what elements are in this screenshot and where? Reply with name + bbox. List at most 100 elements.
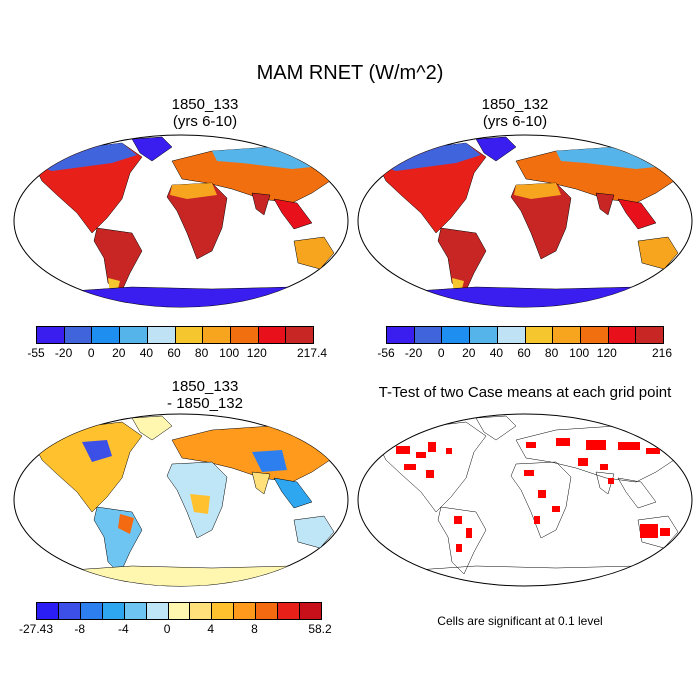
colorbar-tick-label: 40 — [489, 346, 504, 360]
colorbar-box — [387, 327, 415, 343]
colorbar-tick-label: -4 — [118, 622, 129, 636]
antarctica — [21, 286, 343, 307]
colorbar-box — [442, 327, 471, 343]
colorbar-tick-label: 4 — [207, 622, 215, 636]
colorbar-box — [120, 327, 148, 343]
colorbar-box — [37, 327, 65, 343]
colorbar-box — [286, 327, 314, 343]
colorbar-tick-label: -20 — [404, 346, 423, 360]
colorbar-box — [212, 603, 235, 619]
panel-4-title-line1: T-Test of two Case means at each grid po… — [378, 384, 672, 401]
colorbar-3 — [36, 602, 322, 620]
colorbar-box — [608, 327, 637, 343]
colorbar-box — [230, 327, 259, 343]
colorbar-box — [64, 327, 93, 343]
colorbar-tick-label: -55 — [27, 346, 45, 360]
colorbar-tick-label: -27.43 — [18, 622, 54, 636]
colorbar-tick-label: 100 — [569, 346, 590, 360]
na-blue-patch — [82, 440, 112, 462]
colorbar-tick-label: 0 — [163, 622, 171, 636]
colorbar-tick-label: 60 — [517, 346, 531, 360]
colorbar-box — [147, 327, 176, 343]
africa — [510, 182, 572, 260]
colorbar-box — [580, 327, 609, 343]
north-america-outline — [377, 421, 487, 513]
colorbar-tick-label: 40 — [139, 346, 154, 360]
india — [595, 192, 615, 216]
greenland-outline — [475, 415, 517, 441]
antarctica — [21, 565, 343, 586]
significance-note: Cells are significant at 0.1 level — [437, 614, 603, 628]
colorbar-box — [525, 327, 554, 343]
colorbar-box — [80, 603, 103, 619]
se-asia — [273, 198, 313, 230]
colorbar-tick-label: 58.2 — [308, 622, 332, 636]
sa-red-patch — [118, 514, 134, 534]
greenland — [131, 415, 173, 441]
significant-cells — [396, 438, 670, 552]
australia — [637, 236, 679, 270]
se-asia — [273, 477, 313, 509]
panel-3-title: 1850_133 - 1850_132 — [60, 378, 350, 412]
eurasia-outline — [515, 425, 687, 483]
se-asia — [617, 198, 657, 230]
colorbar-2-ticks: -56 -20 0 20 40 60 80 100 120 216 — [377, 346, 672, 360]
colorbar-1-ticks: -55 -20 0 20 40 60 80 100 120 217.4 — [27, 346, 327, 360]
sahara — [514, 183, 561, 199]
panel-1-title-line1: 1850_133 — [171, 96, 239, 113]
north-america — [33, 421, 143, 513]
se-asia-outline — [617, 477, 657, 509]
colorbar-box — [414, 327, 443, 343]
india — [251, 471, 271, 495]
sahara — [170, 183, 217, 199]
india — [251, 192, 271, 216]
map-panel-1 — [13, 134, 349, 308]
colorbar-box — [258, 327, 287, 343]
colorbar-tick-label: 20 — [112, 346, 126, 360]
colorbar-tick-label: 120 — [596, 346, 617, 360]
colorbar-box — [553, 327, 581, 343]
panel-2-title-line2: (yrs 6-10) — [482, 113, 548, 130]
colorbar-tick-label: 8 — [251, 622, 258, 636]
colorbar-2 — [386, 326, 664, 344]
arctic-na — [34, 143, 137, 171]
africa-outline — [510, 461, 572, 539]
colorbar-tick-label: 80 — [194, 346, 209, 360]
colorbar-box — [168, 603, 191, 619]
colorbar-tick-label: 0 — [87, 346, 95, 360]
eurasia-blue-patch — [252, 450, 287, 472]
colorbar-box — [175, 327, 204, 343]
colorbar-tick-label: 217.4 — [296, 346, 328, 360]
greenland — [475, 136, 517, 162]
colorbar-tick-label: 80 — [544, 346, 559, 360]
panel-4-title: T-Test of two Case means at each grid po… — [355, 384, 695, 401]
panel-2-title: 1850_132 (yrs 6-10) — [350, 96, 680, 130]
colorbar-box — [92, 327, 121, 343]
colorbar-box — [203, 327, 231, 343]
colorbar-tick-label: 120 — [246, 346, 267, 360]
map-panel-2 — [357, 134, 693, 308]
india-outline — [595, 471, 615, 495]
south-america-outline — [437, 506, 487, 575]
colorbar-box — [278, 603, 301, 619]
colorbar-box — [234, 603, 257, 619]
colorbar-box — [124, 603, 147, 619]
map-panel-3 — [13, 413, 349, 587]
australia — [293, 515, 335, 549]
map-panel-4 — [357, 413, 693, 587]
colorbar-tick-label: -56 — [377, 346, 395, 360]
colorbar-box — [37, 603, 59, 619]
colorbar-tick-label: 0 — [437, 346, 445, 360]
colorbar-box — [256, 603, 279, 619]
colorbar-box — [146, 603, 169, 619]
colorbar-box — [300, 603, 321, 619]
colorbar-box — [102, 603, 125, 619]
colorbar-box — [636, 327, 664, 343]
panel-3-title-line1: 1850_133 — [171, 378, 239, 395]
colorbar-box — [497, 327, 526, 343]
colorbar-tick-label: 100 — [219, 346, 240, 360]
colorbar-tick-label: 60 — [167, 346, 181, 360]
colorbar-tick-label: -8 — [74, 622, 86, 636]
greenland — [131, 136, 173, 162]
arctic-na — [378, 143, 481, 171]
